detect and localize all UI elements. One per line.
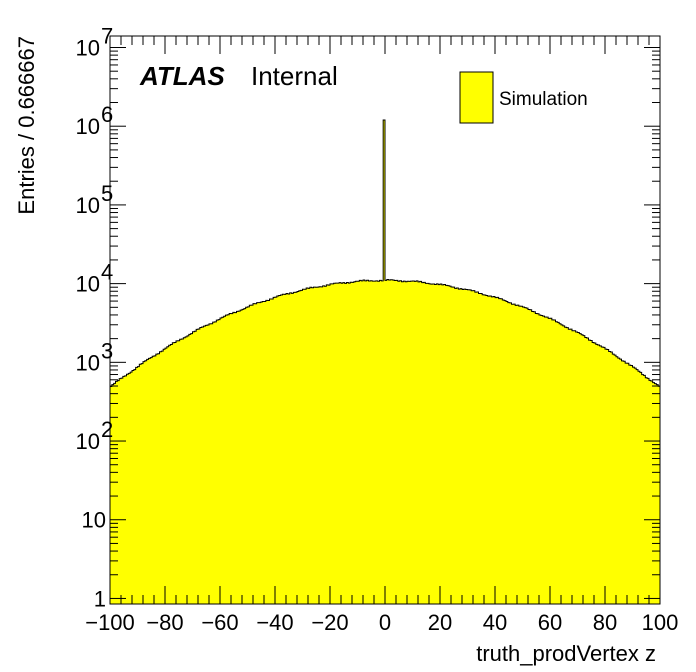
internal-label: Internal	[251, 61, 338, 91]
y-tick-label-base: 10	[76, 272, 100, 297]
x-tick-label: −20	[311, 610, 348, 635]
x-tick-label: 20	[428, 610, 452, 635]
histogram-outline	[109, 119, 661, 604]
x-tick-label: 40	[483, 610, 507, 635]
x-tick-label: −40	[256, 610, 293, 635]
y-tick-label-base: 1	[94, 586, 106, 611]
legend-swatch-simulation	[459, 71, 494, 124]
x-axis-title: truth_prodVertex z	[476, 641, 656, 666]
y-tick-label-exponent: 6	[101, 102, 113, 127]
x-tick-label: −100	[85, 610, 135, 635]
y-tick-label-base: 10	[76, 36, 100, 61]
y-axis-title: Entries / 0.666667	[14, 36, 39, 215]
y-tick-label: 10 4	[76, 260, 114, 297]
y-tick-label-base: 10	[82, 508, 106, 533]
y-tick-label-exponent: 5	[101, 181, 113, 206]
y-tick-label: 10 2	[76, 417, 114, 454]
legend-label-simulation: Simulation	[499, 89, 588, 110]
x-tick-labels: −100 −80 −60 −40 −20 0 20 40 60 80 100	[85, 610, 678, 635]
axis-ticks	[109, 36, 661, 604]
y-tick-label-base: 10	[76, 193, 100, 218]
histogram-fill	[110, 119, 660, 604]
x-tick-label: 80	[593, 610, 617, 635]
y-tick-label-exponent: 2	[101, 417, 113, 442]
x-tick-label: 100	[642, 610, 679, 635]
x-tick-label: −60	[201, 610, 238, 635]
y-tick-label-base: 10	[76, 429, 100, 454]
x-tick-label: 60	[538, 610, 562, 635]
y-tick-label: 10 7	[76, 24, 114, 61]
y-tick-label-exponent: 7	[101, 24, 113, 49]
y-tick-label: 10 6	[76, 102, 114, 139]
y-tick-label: 10 3	[76, 338, 114, 375]
y-tick-label: 10	[82, 508, 106, 533]
y-tick-label-base: 10	[76, 114, 100, 139]
x-tick-label: −80	[146, 610, 183, 635]
histogram-bars	[109, 119, 661, 604]
y-tick-label: 10 5	[76, 181, 114, 218]
y-tick-label-base: 10	[76, 350, 100, 375]
y-tick-label-exponent: 3	[101, 338, 113, 363]
x-tick-label: 0	[379, 610, 391, 635]
legend: Simulation	[459, 71, 588, 124]
atlas-label: ATLAS	[139, 61, 225, 91]
y-tick-label-exponent: 4	[101, 260, 113, 285]
y-tick-label: 1	[94, 586, 106, 611]
